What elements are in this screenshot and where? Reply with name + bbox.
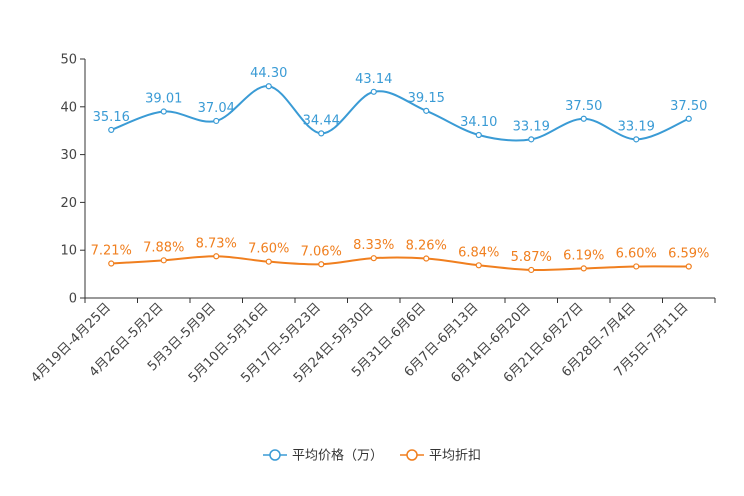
data-point[interactable] <box>633 136 640 143</box>
data-label: 33.19 <box>513 119 550 134</box>
data-point[interactable] <box>318 261 325 268</box>
data-point[interactable] <box>528 266 535 274</box>
legend-label: 平均折扣 <box>429 449 481 464</box>
data-label: 8.33% <box>353 238 394 253</box>
data-label: 43.14 <box>355 72 392 87</box>
legend-marker-icon <box>269 449 281 461</box>
data-label: 44.30 <box>250 66 287 81</box>
data-point[interactable] <box>108 126 115 134</box>
data-point[interactable] <box>685 115 692 122</box>
data-point[interactable] <box>633 263 640 270</box>
data-label: 39.01 <box>145 92 182 107</box>
data-point[interactable] <box>580 115 587 122</box>
data-point[interactable] <box>475 262 482 269</box>
y-tick-label: 0 <box>69 292 77 307</box>
data-point[interactable] <box>108 260 115 267</box>
data-label: 7.60% <box>248 242 289 257</box>
legend-item-avg-discount[interactable]: 平均折扣 <box>400 449 481 464</box>
data-label: 39.15 <box>408 91 445 106</box>
axes: 010203040504月19日-4月25日4月26日-5月2日5月3日-5月9… <box>28 53 716 386</box>
data-label: 7.88% <box>143 240 184 255</box>
data-label: 7.06% <box>301 244 342 259</box>
data-label: 7.21% <box>91 244 132 259</box>
legend[interactable]: 平均价格（万） 平均折扣 <box>263 448 481 464</box>
data-point[interactable] <box>685 263 692 270</box>
series-line <box>111 255 689 272</box>
data-point[interactable] <box>265 83 272 90</box>
data-label: 33.19 <box>618 119 655 134</box>
legend-marker-icon <box>406 449 418 461</box>
data-point[interactable] <box>160 257 167 264</box>
data-point[interactable] <box>160 108 167 115</box>
data-point[interactable] <box>370 88 377 95</box>
y-tick-label: 20 <box>60 196 77 211</box>
legend-item-avg-price[interactable]: 平均价格（万） <box>263 448 383 464</box>
y-tick-label: 30 <box>60 148 77 163</box>
y-tick-label: 40 <box>60 100 77 115</box>
data-point[interactable] <box>318 130 325 137</box>
data-label: 37.04 <box>198 101 235 116</box>
series-layer: 35.16 39.01 37.04 44.30 34.44 43.14 39.15 34.10… <box>91 66 709 274</box>
data-point[interactable] <box>528 136 535 143</box>
legend-label: 平均价格（万） <box>292 448 383 464</box>
data-label: 8.26% <box>406 239 447 254</box>
data-label: 5.87% <box>511 250 552 265</box>
data-label: 6.19% <box>563 248 604 263</box>
data-label: 8.73% <box>196 236 237 251</box>
data-label: 37.50 <box>565 99 602 114</box>
data-point[interactable] <box>213 117 220 125</box>
data-point[interactable] <box>580 265 587 272</box>
data-label: 6.84% <box>458 245 499 260</box>
y-tick-label: 50 <box>60 53 77 68</box>
data-label: 37.50 <box>670 99 707 114</box>
data-label: 6.60% <box>616 246 657 261</box>
data-point[interactable] <box>213 253 220 260</box>
y-tick-label: 10 <box>60 244 77 259</box>
data-point[interactable] <box>265 258 272 265</box>
series-avg-discount: 7.21% 7.88% 8.73% 7.60% 7.06% 8.33% 8.26% 6.84%… <box>91 236 709 274</box>
data-label: 34.44 <box>303 113 340 128</box>
data-label: 6.59% <box>668 246 709 261</box>
data-point[interactable] <box>475 131 482 139</box>
data-label: 35.16 <box>93 110 130 125</box>
data-point[interactable] <box>423 255 430 262</box>
series-avg-price: 35.16 39.01 37.04 44.30 34.44 43.14 39.15 34.10… <box>93 66 707 143</box>
data-label: 34.10 <box>460 115 497 130</box>
data-point[interactable] <box>423 107 430 114</box>
data-point[interactable] <box>370 255 377 262</box>
